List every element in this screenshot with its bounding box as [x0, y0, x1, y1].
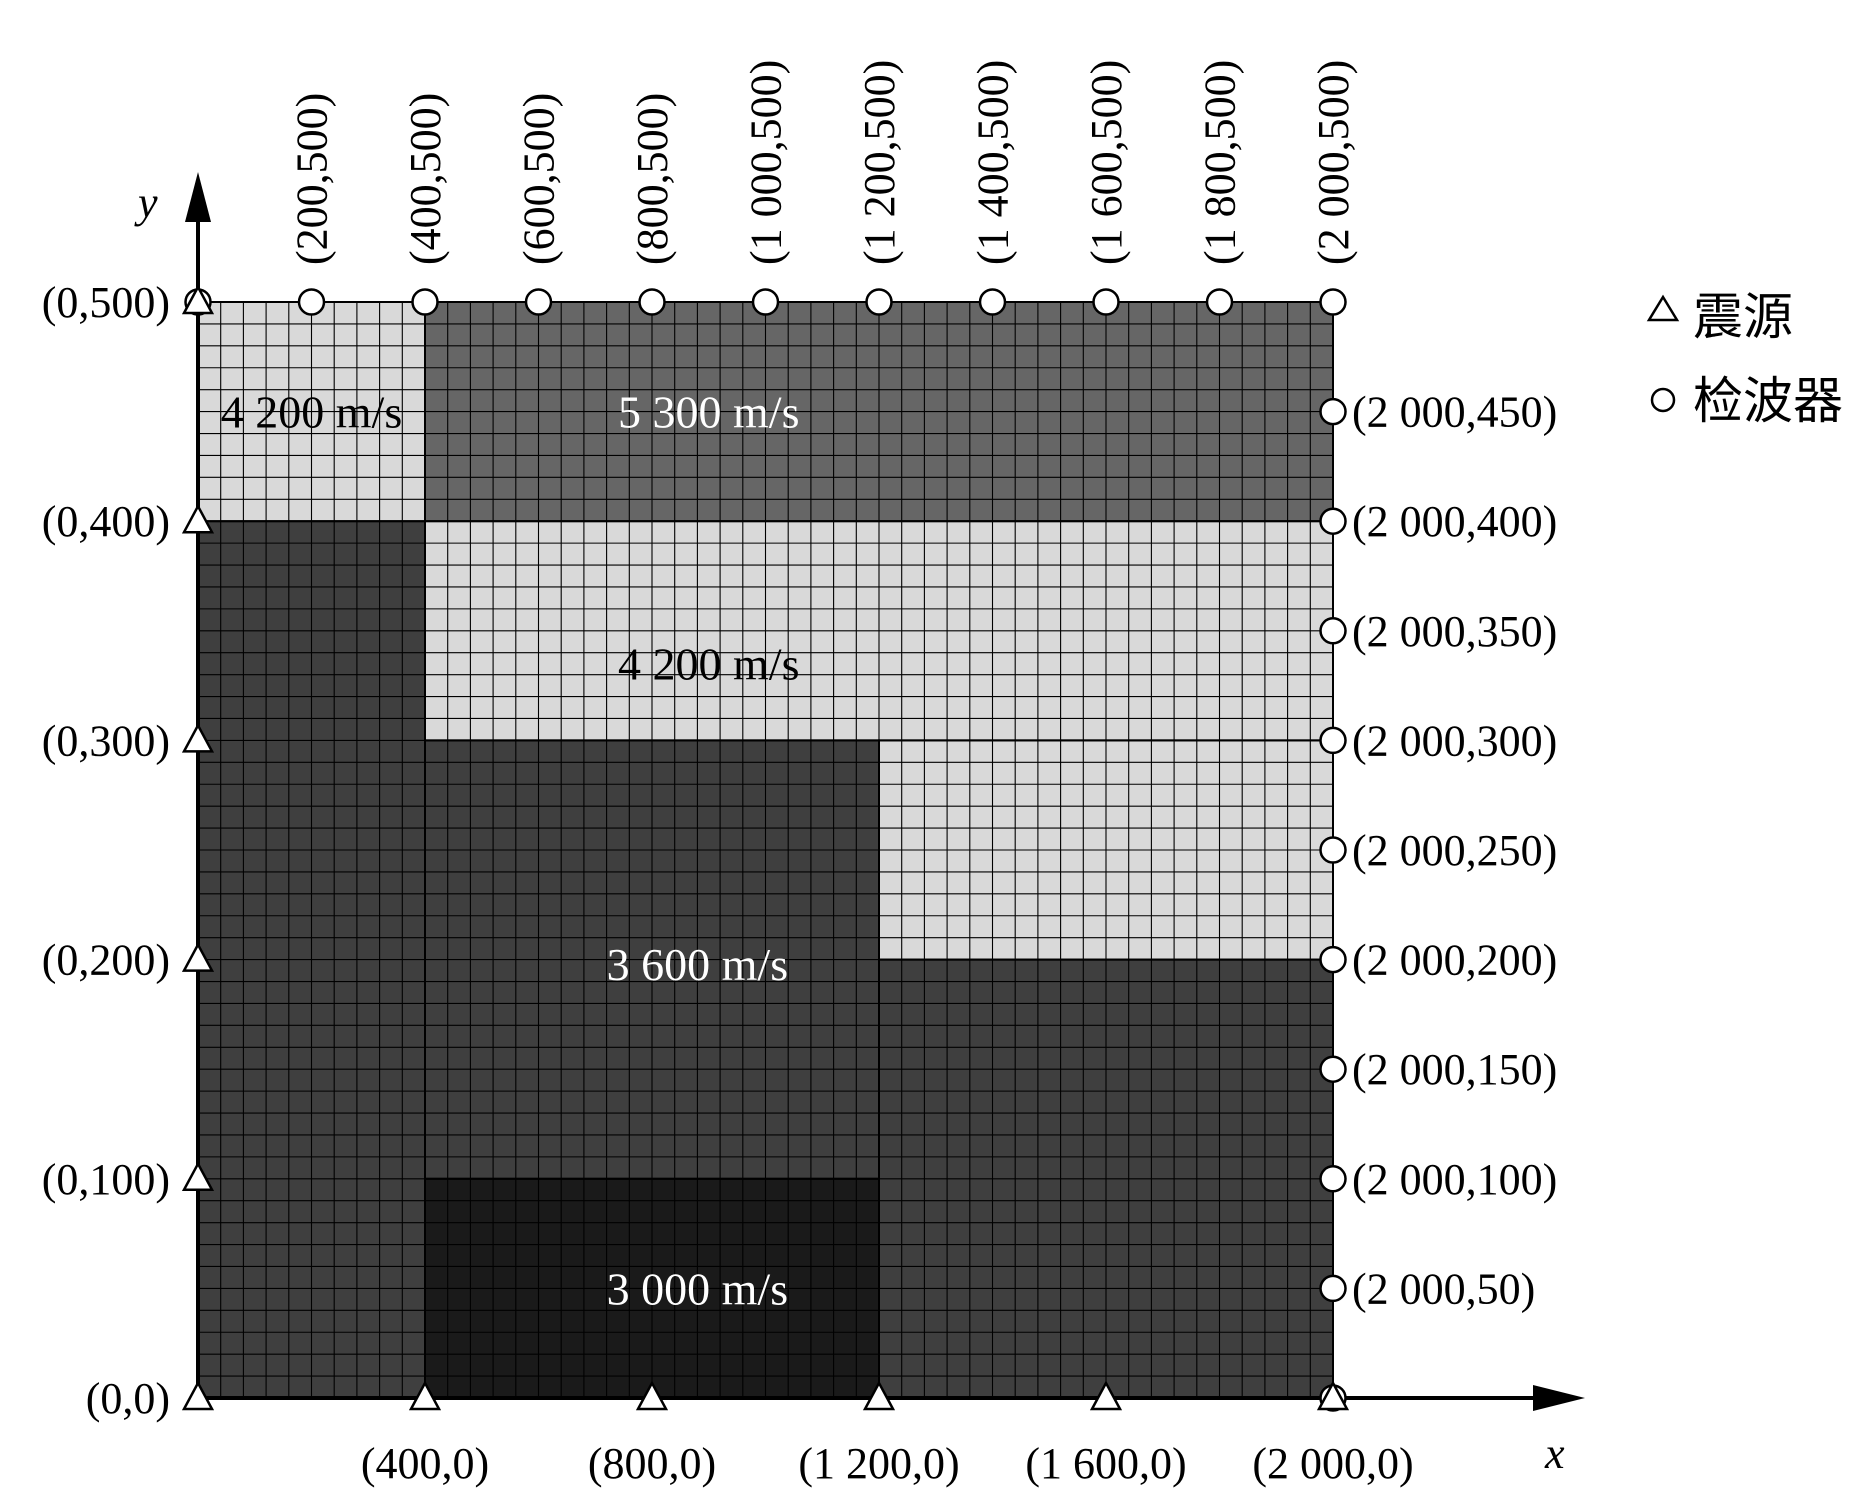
coordinate-labels: (0,500) (0,400) (0,300) (0,200) (0,100) (0,0)…: [42, 60, 1558, 1488]
right-coord-label: (2 000,400): [1352, 497, 1557, 546]
legend-source-label: 震源: [1693, 288, 1793, 346]
x-axis-name: x: [1544, 1429, 1565, 1478]
receiver-circle-icon: [1319, 1165, 1347, 1193]
source-triangle-icon: [181, 284, 215, 315]
receiver-circle-icon: [411, 288, 439, 316]
left-coord-label: (0,400): [42, 497, 170, 546]
receiver-circle-icon: [1319, 945, 1347, 974]
left-coord-label: (0,300): [42, 716, 170, 765]
top-coord-label: (800,500): [628, 93, 677, 265]
source-triangle-icon: [181, 722, 215, 753]
legend: 震源 检波器: [1646, 288, 1843, 430]
receiver-circle-icon: [524, 288, 553, 316]
top-coord-label: (1 400,500): [969, 60, 1018, 265]
source-triangle-icon: [862, 1380, 896, 1411]
receiver-circle-icon: [1319, 397, 1347, 426]
left-coord-label: (0,100): [42, 1155, 170, 1204]
top-coord-label: (2 000,500): [1309, 60, 1358, 265]
velocity-label: 5 300 m/s: [618, 387, 799, 438]
top-coord-label: (1 600,500): [1082, 60, 1131, 265]
source-triangle-icon: [181, 1161, 215, 1192]
source-triangle-icon: [635, 1380, 669, 1411]
receiver-circle-icon: [1319, 1274, 1347, 1303]
bottom-coord-label: (400,0): [361, 1439, 489, 1488]
bottom-coord-label: (2 000,0): [1252, 1439, 1413, 1488]
receiver-circle-icon: [865, 288, 893, 316]
right-coord-label: (2 000,100): [1352, 1155, 1557, 1204]
velocity-labels: 4 200 m/s 5 300 m/s 4 200 m/s 3 600 m/s 3 00…: [221, 387, 800, 1315]
top-coord-label: (1 200,500): [855, 60, 904, 265]
y-axis-name: y: [134, 178, 158, 227]
right-coord-label: (2 000,50): [1352, 1264, 1535, 1313]
receiver-circle-icon: [1319, 617, 1347, 645]
bottom-coord-label: (800,0): [588, 1439, 716, 1488]
x-axis-arrow-icon: [1533, 1385, 1585, 1411]
right-coord-label: (2 000,350): [1352, 607, 1557, 656]
top-coord-label: (1 800,500): [1196, 60, 1245, 265]
top-coord-label: (600,500): [515, 93, 564, 265]
receiver-circle-icon: [1092, 288, 1120, 316]
receiver-circle-icon: [978, 288, 1007, 316]
velocity-label: 3 600 m/s: [607, 939, 788, 990]
legend-circle-icon: [1650, 387, 1676, 413]
receiver-circle-icon: [1319, 1055, 1347, 1083]
receiver-circle-icon: [1319, 726, 1347, 755]
top-coord-label: (1 000,500): [742, 60, 791, 265]
receiver-circle-icon: [1319, 836, 1347, 864]
left-coord-label: (0,500): [42, 278, 170, 327]
right-coord-label: (2 000,300): [1352, 716, 1557, 765]
velocity-label: 3 000 m/s: [607, 1263, 788, 1314]
receiver-circle-icon: [751, 288, 780, 316]
right-coord-label: (2 000,200): [1352, 936, 1557, 985]
receiver-circle-icon: [1319, 288, 1347, 316]
markers: [181, 284, 1350, 1412]
right-coord-label: (2 000,250): [1352, 826, 1557, 875]
y-axis-arrow-icon: [185, 172, 211, 222]
right-coord-label: (2 000,450): [1352, 388, 1557, 437]
source-triangle-icon: [408, 1380, 442, 1411]
legend-receiver-label: 检波器: [1693, 372, 1843, 430]
velocity-label: 4 200 m/s: [618, 639, 799, 690]
top-coord-label: (400,500): [401, 93, 450, 265]
left-coord-label: (0,0): [86, 1374, 170, 1423]
bottom-coord-label: (1 200,0): [798, 1439, 959, 1488]
top-coord-label: (200,500): [288, 93, 337, 265]
source-triangle-icon: [181, 941, 215, 972]
receiver-circle-icon: [297, 288, 326, 316]
source-triangle-icon: [181, 503, 215, 534]
legend-triangle-icon: [1646, 294, 1680, 322]
receiver-circle-icon: [1205, 288, 1234, 316]
source-triangle-icon: [181, 1380, 215, 1411]
velocity-label: 4 200 m/s: [221, 387, 402, 438]
source-triangle-icon: [1089, 1380, 1123, 1411]
receiver-circle-icon: [1319, 507, 1347, 535]
right-coord-label: (2 000,150): [1352, 1045, 1557, 1094]
left-coord-label: (0,200): [42, 936, 170, 985]
receiver-circle-icon: [638, 288, 666, 316]
bottom-coord-label: (1 600,0): [1025, 1439, 1186, 1488]
source-triangle-icon: [1316, 1380, 1350, 1411]
